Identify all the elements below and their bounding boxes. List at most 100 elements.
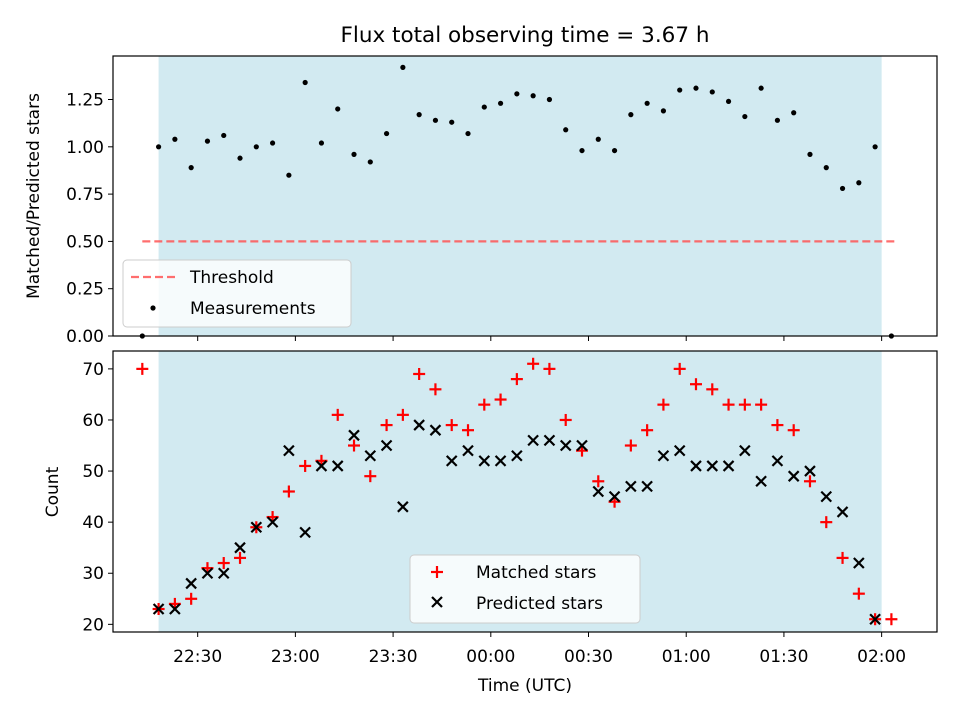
x-tick-label: 00:30 xyxy=(564,647,613,667)
matched-star-point xyxy=(641,424,654,437)
matched-star-point xyxy=(510,373,523,386)
predicted-star-point xyxy=(869,613,881,626)
count-ylabel: Count xyxy=(43,466,63,517)
y-tick-label: 50 xyxy=(82,462,104,482)
predicted-star-point xyxy=(657,449,670,462)
y-tick-label: 40 xyxy=(82,513,104,533)
measurement-point xyxy=(807,151,813,157)
matched-star-point xyxy=(559,413,572,426)
measurement-point xyxy=(221,132,227,139)
y-tick-label: 1.00 xyxy=(66,138,104,158)
measurement-point xyxy=(725,98,732,105)
matched-star-point xyxy=(657,398,670,411)
matched-star-point xyxy=(396,408,409,421)
measurement-point xyxy=(367,159,373,165)
predicted-star-point xyxy=(169,603,181,615)
predicted-star-point xyxy=(413,419,425,431)
measurement-point xyxy=(579,147,585,154)
predicted-star-point xyxy=(185,577,197,590)
measurement-point xyxy=(839,185,846,192)
matched-star-point xyxy=(234,551,247,564)
y-tick-label: 60 xyxy=(82,411,104,431)
x-tick-label: 01:00 xyxy=(662,647,711,667)
matched-star-point xyxy=(820,516,833,529)
ratio-legend: Threshold Measurements xyxy=(122,259,352,328)
matched-star-point xyxy=(478,398,491,411)
predicted-star-point xyxy=(608,490,621,503)
measurement-point xyxy=(595,136,601,142)
measurement-point xyxy=(709,89,715,95)
matched-star-point xyxy=(136,362,149,375)
predicted-star-point xyxy=(722,460,735,472)
predicted-star-point xyxy=(625,480,637,493)
y-tick-label: 70 xyxy=(82,360,104,380)
predicted-star-point xyxy=(559,439,572,452)
matched-star-point xyxy=(429,383,442,396)
matched-star-point xyxy=(185,592,198,605)
measurement-point xyxy=(188,165,194,171)
predicted-star-point xyxy=(853,557,865,569)
measurement-point xyxy=(269,140,276,146)
measurement-point xyxy=(318,140,325,146)
measurement-point xyxy=(416,112,422,118)
legend-measurements-label: Measurements xyxy=(190,299,316,319)
predicted-star-point xyxy=(836,506,849,518)
measurement-point xyxy=(172,136,178,142)
measurement-point xyxy=(497,100,504,106)
y-tick-label: 0.75 xyxy=(66,185,104,205)
measurement-point xyxy=(546,96,553,103)
measurement-point xyxy=(432,117,439,123)
predicted-star-point xyxy=(592,485,605,498)
matched-star-point xyxy=(852,587,865,600)
count-legend: Matched stars Predicted stars xyxy=(409,554,641,624)
measurement-point xyxy=(155,144,162,150)
matched-star-point xyxy=(738,398,751,411)
predicted-star-point xyxy=(771,455,784,467)
measurement-point xyxy=(335,106,341,112)
matched-star-point xyxy=(706,383,719,396)
legend-matched-swatch xyxy=(431,566,443,578)
measurement-point xyxy=(530,93,536,99)
y-tick-label: 0.00 xyxy=(66,327,104,347)
measurement-point xyxy=(563,127,569,133)
x-axis-label: Time (UTC) xyxy=(477,676,572,696)
predicted-star-point xyxy=(706,460,719,472)
legend-matched-label: Matched stars xyxy=(476,563,596,583)
legend-predicted-label: Predicted stars xyxy=(476,594,603,614)
predicted-star-point xyxy=(445,455,458,467)
matched-star-point xyxy=(380,419,393,432)
measurement-point xyxy=(286,172,292,178)
matched-star-point xyxy=(527,357,540,370)
predicted-star-point xyxy=(250,521,263,534)
count-panel: 20 30 40 50 60 70 22:30 23:00 23:30 00:00 00:30 01… xyxy=(43,350,938,696)
measurement-point xyxy=(774,117,781,123)
predicted-star-point xyxy=(266,516,279,528)
x-tick-label: 22:30 xyxy=(173,647,222,667)
predicted-star-point xyxy=(543,434,556,447)
predicted-star-point xyxy=(364,449,377,462)
predicted-star-point xyxy=(380,439,393,452)
measurement-point xyxy=(872,144,878,150)
measurement-point xyxy=(758,85,764,91)
measurement-point xyxy=(791,110,797,116)
measurements-series xyxy=(139,64,895,339)
measurement-point xyxy=(204,138,211,144)
matched-star-point xyxy=(885,613,898,626)
measurement-point xyxy=(823,165,829,171)
matched-star-point xyxy=(673,362,686,375)
measurement-point xyxy=(351,151,357,157)
chart-title: Flux total observing time = 3.67 h xyxy=(341,23,710,48)
y-tick-label: 1.25 xyxy=(66,91,104,111)
x-tick-label: 23:00 xyxy=(271,647,320,667)
measurement-point xyxy=(644,100,650,106)
predicted-star-point xyxy=(315,460,328,472)
measurement-point xyxy=(856,180,862,186)
measurement-point xyxy=(383,130,390,137)
predicted-star-point xyxy=(787,470,800,482)
matched-star-point xyxy=(462,424,475,437)
matched-star-point xyxy=(787,424,800,437)
legend-measurements-swatch xyxy=(150,305,156,311)
matched-star-point xyxy=(494,393,507,406)
predicted-star-point xyxy=(755,475,767,488)
measurement-point xyxy=(660,108,667,114)
